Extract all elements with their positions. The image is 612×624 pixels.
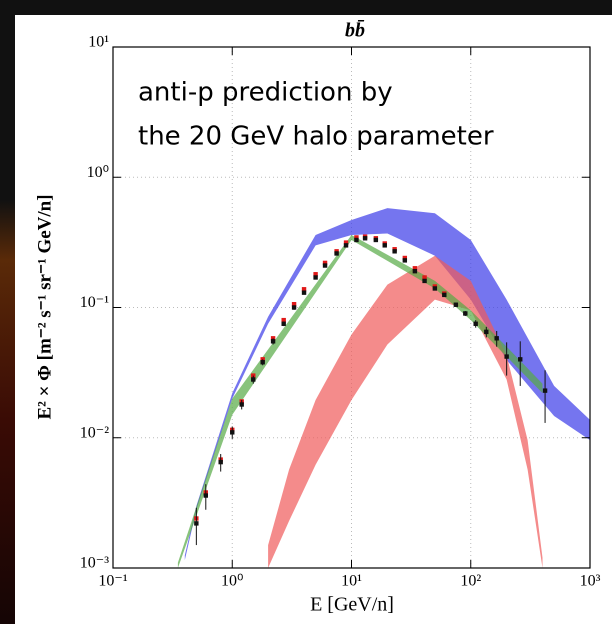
y-tick-label: 10⁻¹ [80, 294, 109, 311]
data-point [239, 402, 244, 407]
data-point [301, 290, 307, 295]
plot-area [177, 208, 590, 568]
data-point [313, 275, 318, 280]
data-point [402, 258, 408, 263]
data-point [422, 275, 427, 280]
data-point [301, 287, 307, 292]
x-tick-label: 10¹ [341, 573, 362, 590]
data-point [291, 305, 297, 310]
data-point [260, 360, 265, 365]
data-point [412, 268, 418, 274]
data-point [270, 336, 276, 341]
y-tick-label: 10⁰ [87, 164, 109, 181]
x-tick-label: 10⁻¹ [98, 573, 127, 590]
data-point [453, 302, 459, 307]
data-point [362, 236, 368, 241]
data-point [334, 251, 339, 256]
y-tick-label: 10¹ [88, 34, 109, 51]
data-point [343, 243, 349, 248]
model-band [184, 208, 590, 561]
data-point [392, 249, 397, 254]
data-point [260, 357, 265, 362]
data-point [373, 237, 379, 243]
y-axis-label: E² × Φ [m⁻² s⁻¹ sr⁻¹ GeV/n] [34, 194, 55, 419]
data-point [194, 521, 199, 526]
y-tick-label: 10⁻³ [80, 555, 109, 572]
x-tick-label: 10⁰ [221, 573, 243, 590]
annotation: anti-p prediction by [138, 78, 393, 108]
model-band [268, 255, 543, 568]
x-tick-label: 10³ [580, 573, 601, 590]
data-point [402, 255, 408, 261]
data-point [432, 286, 438, 291]
data-point [270, 339, 276, 344]
data-point [463, 311, 468, 316]
data-point [281, 317, 286, 323]
data-point [291, 302, 297, 307]
data-point [442, 292, 447, 298]
x-axis-label: E [GeV/n] [310, 594, 394, 616]
data-point [494, 336, 499, 341]
data-point [412, 266, 418, 271]
y-tick-label: 10⁻² [80, 424, 109, 441]
data-point [473, 321, 478, 326]
data-point [422, 278, 427, 284]
data-point [354, 235, 359, 240]
data-point [382, 243, 387, 248]
data-point [218, 459, 223, 465]
annotation: the 20 GeV halo parameter [138, 122, 494, 152]
data-point [322, 260, 328, 266]
data-point [281, 321, 286, 326]
data-point [354, 237, 359, 243]
x-tick-label: 10² [460, 573, 481, 590]
data-point [484, 329, 489, 335]
data-point [542, 388, 548, 393]
data-point [203, 493, 208, 498]
data-point [313, 272, 318, 277]
data-point [343, 240, 349, 245]
data-point [504, 354, 509, 359]
data-point [251, 377, 256, 382]
data-point [230, 430, 235, 435]
data-point [518, 357, 523, 362]
data-point [322, 263, 328, 268]
chart-title: bb̄ [345, 19, 365, 42]
